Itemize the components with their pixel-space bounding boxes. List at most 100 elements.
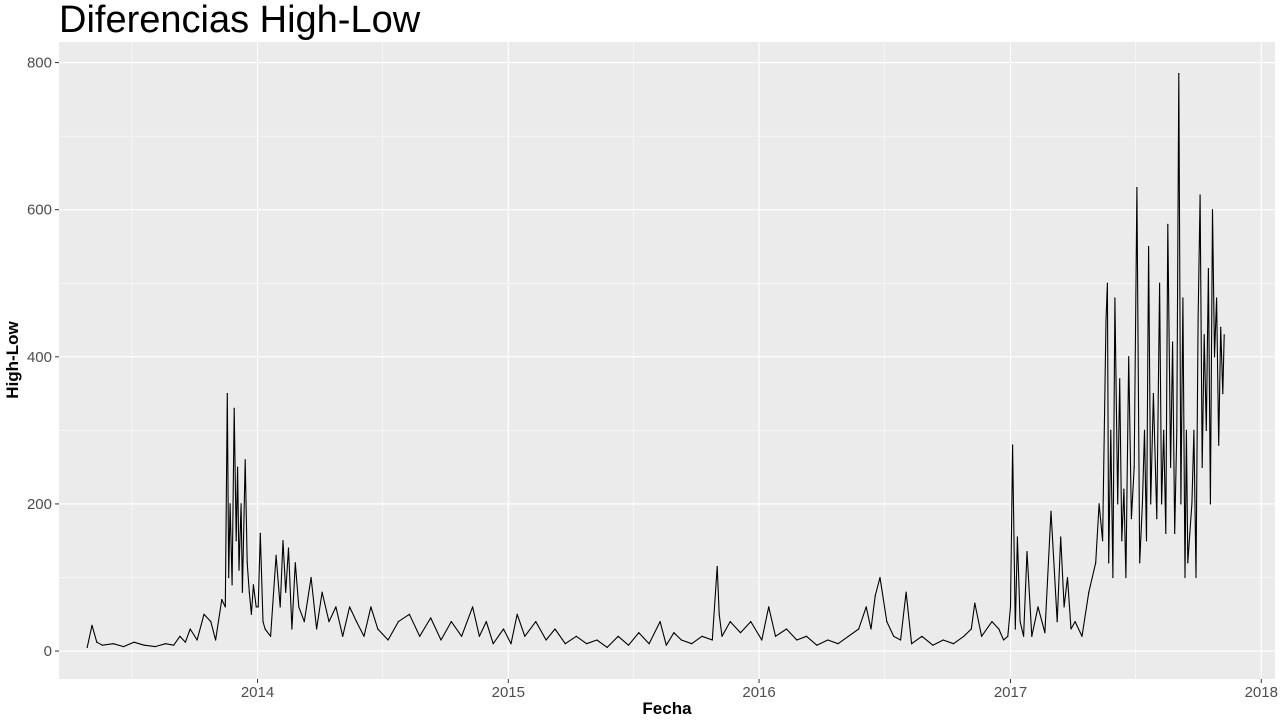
data-point bbox=[240, 503, 242, 505]
x-axis-label: Fecha bbox=[642, 699, 692, 718]
data-point bbox=[711, 639, 713, 641]
data-point bbox=[1009, 606, 1012, 608]
data-point bbox=[1216, 297, 1218, 299]
x-tick-label: 2014 bbox=[241, 684, 274, 701]
data-point bbox=[179, 635, 181, 637]
data-point bbox=[974, 602, 976, 604]
data-point bbox=[1174, 532, 1176, 535]
data-point bbox=[282, 540, 284, 542]
data-point bbox=[259, 532, 261, 535]
data-point bbox=[1184, 576, 1186, 579]
data-point bbox=[1139, 562, 1141, 564]
data-point bbox=[1178, 73, 1180, 75]
data-point bbox=[1095, 562, 1097, 564]
data-point bbox=[1172, 341, 1174, 343]
data-point bbox=[1037, 606, 1039, 608]
data-point bbox=[510, 643, 512, 645]
data-point bbox=[316, 628, 318, 630]
data-point bbox=[1108, 562, 1110, 564]
data-point bbox=[1180, 503, 1182, 505]
data-point bbox=[96, 641, 98, 643]
data-point bbox=[279, 606, 281, 608]
y-tick-labels: 0 200 400 600 800 bbox=[27, 55, 52, 660]
data-point bbox=[1167, 223, 1169, 225]
data-point bbox=[1182, 297, 1184, 299]
data-point bbox=[524, 635, 526, 637]
data-point bbox=[963, 635, 965, 637]
data-point bbox=[1007, 635, 1009, 637]
data-point bbox=[981, 635, 983, 637]
data-point bbox=[215, 639, 217, 641]
data-point bbox=[701, 635, 703, 637]
data-point bbox=[796, 639, 798, 641]
data-point bbox=[335, 606, 337, 608]
data-point bbox=[659, 621, 661, 623]
data-point bbox=[1209, 503, 1211, 505]
data-point bbox=[1074, 621, 1076, 623]
data-point bbox=[575, 635, 577, 637]
data-point bbox=[210, 621, 212, 623]
data-point bbox=[1050, 510, 1052, 512]
data-point bbox=[554, 628, 556, 630]
data-point bbox=[893, 635, 895, 637]
data-point bbox=[535, 621, 537, 623]
data-point bbox=[1114, 297, 1116, 299]
data-point bbox=[1063, 606, 1065, 608]
data-point bbox=[419, 635, 421, 637]
grid-major bbox=[59, 42, 1275, 679]
data-point bbox=[237, 466, 239, 468]
data-point bbox=[461, 635, 463, 637]
data-point bbox=[952, 643, 955, 645]
data-point bbox=[638, 632, 640, 634]
data-point bbox=[233, 407, 235, 409]
y-tick-label: 0 bbox=[44, 643, 52, 660]
data-point bbox=[485, 621, 487, 623]
data-point bbox=[248, 591, 250, 593]
y-tick-label: 400 bbox=[27, 349, 52, 366]
data-point bbox=[1012, 444, 1014, 446]
data-point bbox=[164, 643, 167, 645]
data-point bbox=[478, 635, 480, 637]
data-point bbox=[203, 613, 205, 615]
data-point bbox=[596, 639, 598, 641]
plot-panel bbox=[59, 42, 1275, 679]
data-point bbox=[221, 599, 223, 601]
data-point bbox=[627, 644, 630, 646]
data-point bbox=[408, 613, 410, 615]
data-point bbox=[932, 644, 934, 646]
data-point bbox=[397, 621, 399, 623]
data-point bbox=[1128, 356, 1130, 358]
data-point bbox=[450, 621, 452, 623]
data-point bbox=[440, 639, 442, 641]
data-point bbox=[1203, 334, 1205, 336]
data-point bbox=[1193, 429, 1195, 431]
data-point bbox=[270, 635, 272, 637]
x-tick-labels: 2014 2015 2016 2017 2018 bbox=[241, 684, 1278, 701]
data-point bbox=[285, 591, 287, 593]
data-point bbox=[430, 617, 432, 619]
grid-minor bbox=[59, 42, 1275, 679]
data-point bbox=[1205, 429, 1207, 431]
data-point bbox=[1191, 503, 1193, 505]
data-point bbox=[1110, 429, 1112, 431]
data-point bbox=[1201, 466, 1203, 468]
data-point bbox=[1102, 540, 1104, 542]
data-point bbox=[1187, 562, 1189, 564]
data-point bbox=[1044, 632, 1046, 634]
data-point bbox=[173, 644, 175, 646]
data-point bbox=[228, 576, 230, 579]
data-point bbox=[1125, 576, 1127, 579]
data-point bbox=[235, 540, 237, 542]
data-point bbox=[502, 628, 505, 630]
data-point bbox=[1159, 282, 1161, 284]
data-point bbox=[1156, 518, 1158, 520]
data-point bbox=[363, 635, 365, 637]
data-point bbox=[870, 628, 872, 630]
data-point bbox=[1070, 628, 1072, 630]
data-point bbox=[991, 621, 993, 623]
data-point bbox=[1112, 576, 1114, 579]
data-point bbox=[1081, 635, 1083, 637]
data-point bbox=[1222, 393, 1224, 395]
data-point bbox=[370, 606, 372, 608]
data-point bbox=[617, 635, 619, 637]
